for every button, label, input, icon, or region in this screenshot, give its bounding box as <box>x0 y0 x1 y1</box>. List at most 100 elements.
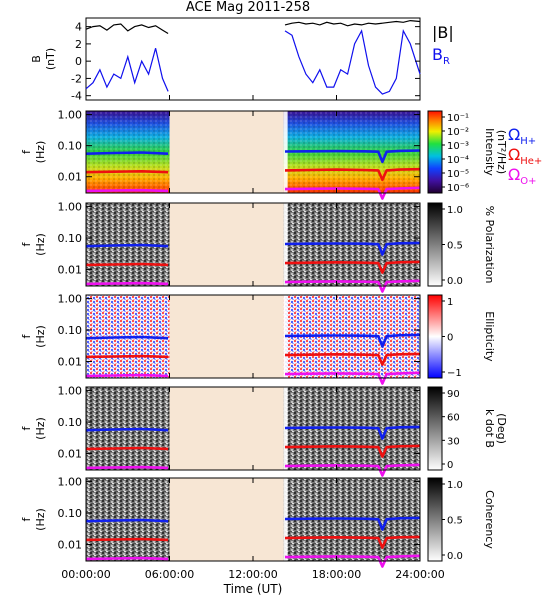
omega-he-line-2 <box>284 535 421 549</box>
colorbar-tick-label: 10⁻⁴ <box>447 155 469 166</box>
ellipticity-panel: 1.00 0.10 0.01 f (Hz) 1 0 −1 Ellipticity <box>20 293 496 385</box>
coherency-panel: 1.00 0.10 0.01 f (Hz) 1.0 0.5 0.0 Coherency <box>20 476 496 568</box>
f-ytick-label: 0.01 <box>58 539 83 552</box>
omega-h-line-1 <box>85 518 169 523</box>
intensity-colorbar-label: Intensity <box>483 128 496 176</box>
legend-b-r-main: B <box>432 45 443 64</box>
omega-o-line-1 <box>85 556 169 561</box>
legend-b-total: |B| <box>432 23 454 42</box>
omega-o-line-1 <box>85 281 169 286</box>
x-tick-label: 18:00:00 <box>312 568 361 581</box>
coherency-data-gap <box>169 478 284 561</box>
intensity-colorbar-unit: (nT²/Hz) <box>495 130 508 174</box>
omega-h-line-1 <box>85 427 169 432</box>
omega-o-line-2 <box>284 554 421 568</box>
omega-he-line-1 <box>85 537 169 542</box>
colorbar-tick-label: 10⁻² <box>447 127 469 138</box>
omega-he-line-1 <box>85 354 169 359</box>
omega-h-line-2 <box>284 425 421 440</box>
colorbar-tick-label: 0 <box>447 460 453 471</box>
f-ylabel: f <box>20 149 33 154</box>
colorbar-tick-label: 90 <box>447 389 460 400</box>
omega-he-line-1 <box>85 446 169 451</box>
omega-o-line-2 <box>284 371 421 385</box>
f-yunit: (Hz) <box>34 325 47 348</box>
ellipticity-colorbar <box>427 294 443 379</box>
colorbar-tick-label: 10⁻¹ <box>447 113 469 124</box>
kdotb-colorbar <box>427 386 443 471</box>
b-ylabel: B <box>30 55 43 63</box>
colorbar-tick-label: −1 <box>447 368 462 379</box>
omega-o-line-1 <box>85 465 169 470</box>
omega-he-line-1 <box>85 262 169 267</box>
colorbar-tick-label: 0 <box>447 333 453 344</box>
omega-he-line-2 <box>284 352 421 366</box>
b-total-line-2 <box>284 19 421 27</box>
f-yunit: (Hz) <box>34 417 47 440</box>
f-ylabel: f <box>20 241 33 246</box>
omega-o-line-2 <box>284 279 421 293</box>
intensity-panel: 1.00 0.10 0.01 f (Hz) 10⁻¹ 10⁻² 10⁻³ 10⁻⁴ 10⁻⁵ 10⁻… <box>20 109 508 200</box>
ellipticity-data-gap <box>169 295 284 378</box>
omega-he-line-1 <box>85 170 169 174</box>
f-ytick-label: 0.10 <box>58 416 83 429</box>
colorbar-tick-label: 0.0 <box>447 276 463 287</box>
colorbar-tick-label: 10⁻⁵ <box>447 169 469 180</box>
colorbar-tick-label: 10⁻³ <box>447 141 469 152</box>
omega-h-line-1 <box>85 151 169 155</box>
b-yunit: (nT) <box>44 48 57 70</box>
x-tick-label: 24:00:00 <box>395 568 444 581</box>
b-r-line-2 <box>284 29 421 95</box>
polarization-data-gap <box>169 203 284 286</box>
polarization-colorbar <box>427 202 443 287</box>
x-tick-label: 06:00:00 <box>145 568 194 581</box>
f-ytick-label: 1.00 <box>58 476 83 489</box>
omega-h-line-2 <box>284 333 421 348</box>
kdotb-colorbar-unit: (Deg) <box>495 413 508 444</box>
f-ytick-label: 0.10 <box>58 140 83 153</box>
intensity-colorbar <box>427 110 443 194</box>
chart-title: ACE Mag 2011-258 <box>186 0 310 15</box>
f-yunit: (Hz) <box>34 141 47 164</box>
f-ytick-label: 0.10 <box>58 507 83 520</box>
polarization-colorbar-label: % Polarization <box>483 206 496 284</box>
f-ylabel: f <box>20 425 33 430</box>
omega-h-line-2 <box>284 516 421 531</box>
coherency-colorbar-label: Coherency <box>483 490 496 549</box>
b-ytick-label: 4 <box>75 21 82 34</box>
legend-omega-he: ΩHe+ <box>508 145 542 167</box>
colorbar-tick-label: 10⁻⁶ <box>447 183 469 194</box>
colorbar-tick-label: 0.0 <box>447 551 463 562</box>
legend-b-r-sub: R <box>443 56 450 67</box>
colorbar-tick-label: 1 <box>447 297 453 308</box>
f-ytick-label: 1.00 <box>58 109 83 122</box>
omega-o-line-1 <box>85 188 169 193</box>
omega-he-line-2 <box>284 260 421 274</box>
f-ytick-label: 1.00 <box>58 385 83 398</box>
omega-o-line-2 <box>284 186 421 200</box>
b-ytick-label: -2 <box>71 72 82 85</box>
colorbar-tick-label: 0.5 <box>447 516 463 527</box>
legend-omega-h: ΩH+ <box>508 125 536 147</box>
colorbar-tick-label: 60 <box>447 413 460 424</box>
coherency-colorbar <box>427 477 443 562</box>
magnetic-field-panel: 4 2 0 -2 -4 B (nT) <box>30 17 421 103</box>
b-total-line-1 <box>85 23 169 35</box>
f-ytick-label: 0.01 <box>58 356 83 369</box>
omega-h-line-2 <box>284 149 421 164</box>
legend-b-r: BR <box>432 45 450 67</box>
x-tick-label: 12:00:00 <box>228 568 277 581</box>
polarization-panel: 1.00 0.10 0.01 f (Hz) 1.0 0.5 0.0 % Polarization <box>20 201 496 293</box>
time-axis: 00:00:00 06:00:00 12:00:00 18:00:00 24:00:00… <box>61 568 444 596</box>
omega-h-line-1 <box>85 335 169 340</box>
omega-he-line-2 <box>284 444 421 458</box>
kdotb-colorbar-label: k dot B <box>483 409 496 448</box>
b-ytick-label: 0 <box>75 55 82 68</box>
f-ytick-label: 1.00 <box>58 201 83 214</box>
b-ytick-label: 2 <box>75 38 82 51</box>
colorbar-tick-label: 1.0 <box>447 480 463 491</box>
intensity-data-gap <box>169 111 284 193</box>
colorbar-tick-label: 0.5 <box>447 241 463 252</box>
f-ytick-label: 0.01 <box>58 264 83 277</box>
